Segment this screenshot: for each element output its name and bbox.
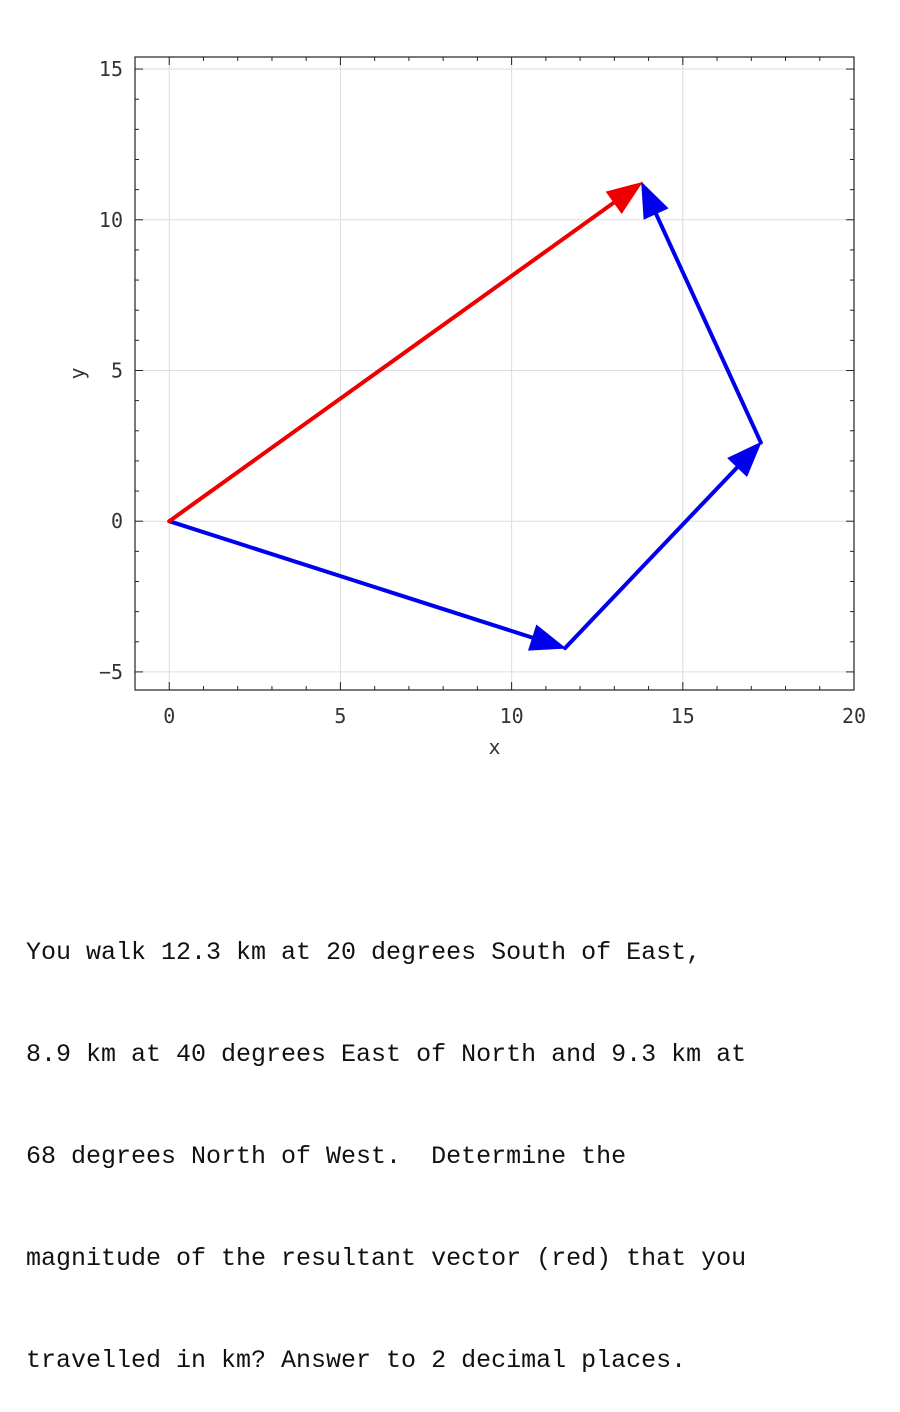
minor-ticks <box>134 57 855 690</box>
grid-lines <box>135 57 855 690</box>
plot-frame <box>134 56 855 691</box>
vector-shaft <box>652 207 763 445</box>
y-axis-label: y <box>65 367 89 379</box>
vector-chart: 0 5 10 15 20 −5 0 5 10 15 x y <box>65 56 866 759</box>
x-tick-label: 20 <box>842 704 866 728</box>
vector-arrow <box>563 441 762 651</box>
vector-arrow <box>641 181 763 445</box>
y-tick-label: 15 <box>99 57 123 81</box>
y-tick-label: 5 <box>111 358 123 382</box>
question-line: You walk 12.3 km at 20 degrees South of … <box>26 938 702 967</box>
vector-head <box>727 441 762 477</box>
question-line: 68 degrees North of West. Determine the <box>26 1142 627 1171</box>
vector-head <box>605 181 643 214</box>
y-tick-label: −5 <box>99 660 123 684</box>
vector-head <box>527 624 567 651</box>
question-line: 8.9 km at 40 degrees East of North and 9… <box>26 1040 747 1069</box>
y-tick-label: 10 <box>99 208 123 232</box>
x-tick-label: 10 <box>500 704 524 728</box>
vector-head <box>641 181 669 220</box>
question-line: travelled in km? Answer to 2 decimal pla… <box>26 1346 687 1375</box>
vector-layer <box>167 181 763 651</box>
x-tick-label: 0 <box>163 704 175 728</box>
vector-arrow <box>167 519 567 651</box>
question-line: magnitude of the resultant vector (red) … <box>26 1244 747 1273</box>
vector-shaft <box>167 198 620 524</box>
x-axis-label: x <box>488 735 500 759</box>
question-text: You walk 12.3 km at 20 degrees South of … <box>26 868 886 1412</box>
x-tick-label: 15 <box>671 704 695 728</box>
y-tick-label: 0 <box>111 509 123 533</box>
vector-arrow <box>167 181 643 524</box>
vector-shaft <box>563 462 743 651</box>
tick-labels: 0 5 10 15 20 −5 0 5 10 15 <box>99 57 866 728</box>
vector-shaft <box>167 519 539 641</box>
x-tick-label: 5 <box>334 704 346 728</box>
